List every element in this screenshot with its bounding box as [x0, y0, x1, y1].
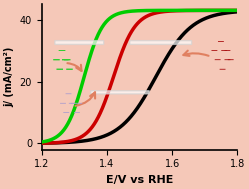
X-axis label: E/V vs RHE: E/V vs RHE [106, 175, 173, 185]
FancyBboxPatch shape [55, 41, 104, 44]
FancyBboxPatch shape [130, 41, 192, 44]
FancyBboxPatch shape [91, 91, 149, 94]
Y-axis label: j/ (mA/cm²): j/ (mA/cm²) [4, 47, 14, 107]
